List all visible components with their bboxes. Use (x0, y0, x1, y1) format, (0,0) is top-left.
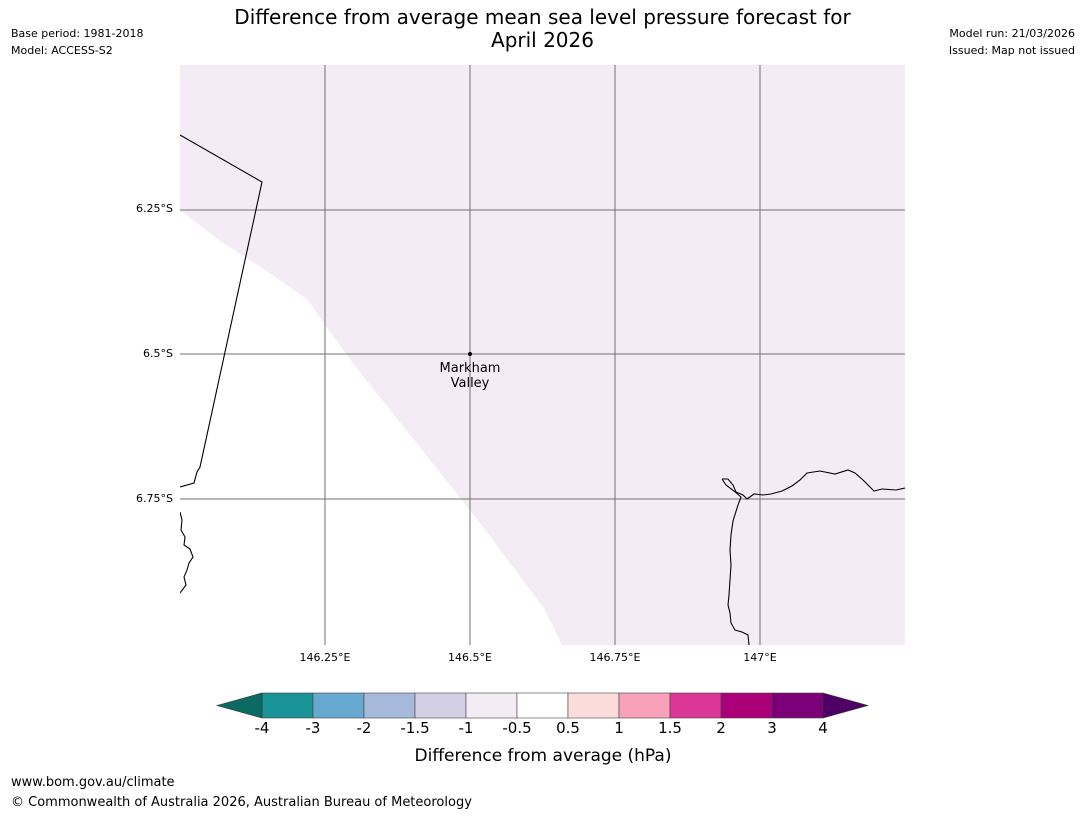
place-line-2: Valley (450, 376, 490, 391)
markham-valley-marker (468, 352, 472, 356)
colorbar-tick-label: -1.5 (400, 719, 430, 737)
colorbar-tick-label: 1 (614, 719, 624, 737)
lon-label-146-75: 146.75°E (589, 651, 641, 664)
model-name: Model: ACCESS-S2 (11, 44, 113, 57)
model-run: Model run: 21/03/2026 (949, 27, 1075, 40)
colorbar-tick-label: 3 (767, 719, 777, 737)
colorbar-tick-label: 0.5 (556, 719, 580, 737)
map-canvas (180, 65, 905, 645)
colorbar-tick-label: -4 (254, 719, 270, 737)
map-title: Difference from average mean sea level p… (0, 6, 1085, 52)
colorbar-label: Difference from average (hPa) (414, 746, 672, 766)
title-line-2: April 2026 (491, 28, 594, 52)
footer-url[interactable]: www.bom.gov.au/climate (11, 775, 175, 790)
footer-copyright: © Commonwealth of Australia 2026, Austra… (11, 795, 472, 810)
lon-label-146-5: 146.5°E (448, 651, 492, 664)
border-line (180, 134, 263, 488)
colorbar-cell (363, 692, 416, 719)
river-line (721, 478, 750, 645)
colorbar-tick-label: -0.5 (502, 719, 532, 737)
place-line-1: Markham (439, 361, 501, 376)
lat-label-6-5: 6.5°S (143, 347, 173, 360)
colorbar-tick-label: 2 (716, 719, 726, 737)
colorbar-cell (516, 692, 569, 719)
colorbar-cell (669, 692, 722, 719)
issued-status: Issued: Map not issued (948, 44, 1075, 57)
colorbar-tick-label: 4 (818, 719, 828, 737)
colorbar-tick-label: -2 (356, 719, 372, 737)
colorbar (215, 692, 870, 719)
base-period: Base period: 1981-2018 (11, 27, 144, 40)
lat-label-6-25: 6.25°S (136, 202, 173, 215)
boundaries (180, 134, 905, 645)
colorbar-cell (261, 692, 314, 719)
colorbar-cell (771, 692, 824, 719)
colorbar-tick-label: -1 (458, 719, 474, 737)
colorbar-cell (465, 692, 518, 719)
colorbar-cell (312, 692, 365, 719)
colorbar-cell (414, 692, 467, 719)
colorbar-cell (567, 692, 620, 719)
colorbar-tick-label: -3 (305, 719, 321, 737)
colorbar-extend-high (822, 692, 870, 719)
colorbar-cell (618, 692, 671, 719)
colorbar-cell (720, 692, 773, 719)
coastline-west (180, 511, 194, 594)
lon-label-146-25: 146.25°E (299, 651, 351, 664)
coastline-east (722, 469, 905, 500)
title-line-1: Difference from average mean sea level p… (234, 5, 851, 29)
lat-label-6-75: 6.75°S (136, 492, 173, 505)
colorbar-tick-label: 1.5 (658, 719, 682, 737)
place-label: Markham Valley (410, 361, 530, 391)
lon-label-147: 147°E (743, 651, 777, 664)
colorbar-extend-low (215, 692, 263, 719)
